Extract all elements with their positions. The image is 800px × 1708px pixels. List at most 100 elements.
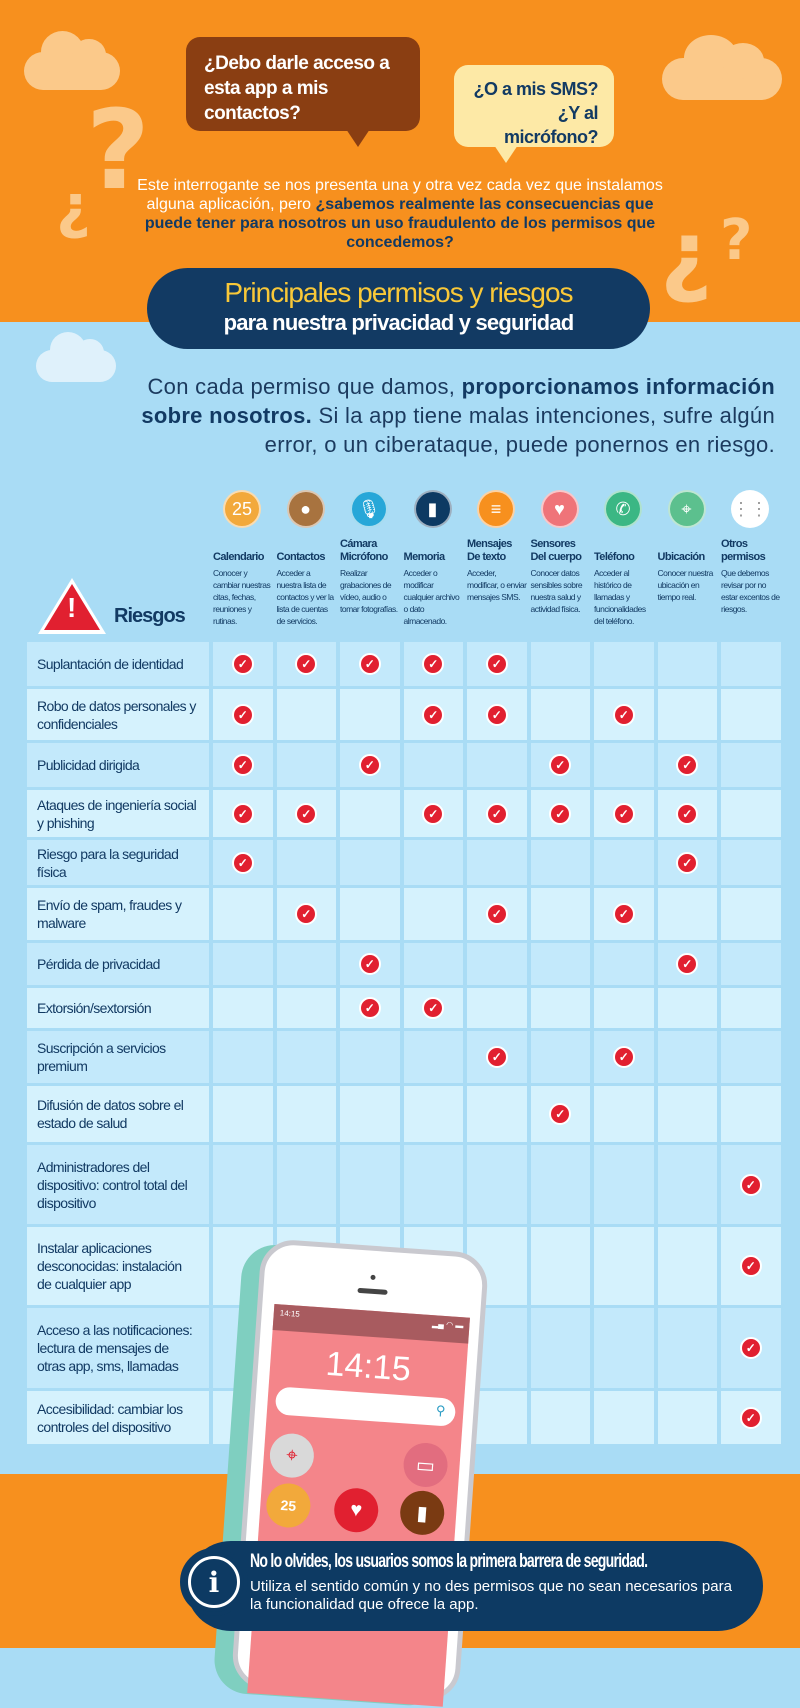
table-cell xyxy=(594,840,654,885)
table-cell xyxy=(467,1086,527,1142)
table-cell xyxy=(657,1031,717,1083)
check-icon: ✓ xyxy=(231,802,254,825)
table-cell xyxy=(403,1145,463,1224)
table-cell xyxy=(276,689,336,740)
table-cell: ✓ xyxy=(403,642,463,686)
table-cell: ✓ xyxy=(594,790,654,837)
phone-speaker xyxy=(357,1287,388,1295)
table-cell xyxy=(213,988,273,1028)
table-cell: ✓ xyxy=(721,1145,781,1224)
phone-clock: 14:15 xyxy=(324,1344,413,1389)
table-cell xyxy=(530,1308,590,1388)
table-cell xyxy=(213,943,273,985)
search-icon: ⚲ xyxy=(435,1402,446,1419)
contact-icon: ● xyxy=(286,490,325,528)
table-cell: ✓ xyxy=(721,1227,781,1305)
check-icon: ✓ xyxy=(676,953,699,975)
phone-search-bar[interactable]: ⚲ xyxy=(274,1386,457,1427)
table-cell xyxy=(721,1031,781,1083)
check-icon: ✓ xyxy=(612,903,635,925)
folder-app-icon: ▭ xyxy=(402,1441,450,1489)
risk-label: Riesgo para la seguridad física xyxy=(27,840,209,885)
check-icon: ✓ xyxy=(612,802,635,825)
check-icon: ✓ xyxy=(295,903,318,925)
table-cell xyxy=(467,840,527,885)
table-cell xyxy=(657,1391,717,1444)
cloud-icon xyxy=(36,332,116,382)
table-cell xyxy=(467,743,527,787)
table-cell: ✓ xyxy=(657,790,717,837)
table-cell xyxy=(213,888,273,940)
map-app-icon: ⌖ xyxy=(268,1432,316,1480)
table-cell xyxy=(594,1391,654,1444)
signal-wifi-battery-icon: ▂▄ ◠ ▬ xyxy=(431,1319,464,1331)
table-cell xyxy=(530,840,590,885)
table-cell: ✓ xyxy=(340,943,400,985)
risk-label: Suplantación de identidad xyxy=(27,642,209,686)
table-cell xyxy=(657,642,717,686)
table-cell xyxy=(467,988,527,1028)
table-cell: ✓ xyxy=(213,790,273,837)
table-cell: ✓ xyxy=(721,1308,781,1388)
check-icon: ✓ xyxy=(358,997,381,1019)
table-cell: ✓ xyxy=(213,743,273,787)
check-icon: ✓ xyxy=(549,802,572,825)
table-cell xyxy=(530,642,590,686)
risk-table: Suplantación de identidad ✓ ✓ ✓ ✓ ✓ Robo de da… xyxy=(27,642,783,1444)
table-cell: ✓ xyxy=(657,743,717,787)
column-description: Acceder al histórico de llamadas y funci… xyxy=(594,568,646,626)
table-cell xyxy=(721,888,781,940)
table-cell: ✓ xyxy=(403,790,463,837)
check-icon: ✓ xyxy=(739,1173,762,1196)
speech-bubble-contacts: ¿Debo darle acceso a esta app a mis cont… xyxy=(186,37,420,147)
table-cell xyxy=(340,790,400,837)
heart-app-icon: ♥ xyxy=(332,1486,380,1534)
table-cell xyxy=(276,988,336,1028)
table-cell xyxy=(721,689,781,740)
check-icon: ✓ xyxy=(485,653,508,675)
banner-headline: No lo olvides, los usuarios somos la pri… xyxy=(250,1551,648,1572)
table-cell xyxy=(403,943,463,985)
lead-paragraph: Con cada permiso que damos, proporcionam… xyxy=(110,372,775,459)
risk-label: Difusión de datos sobre el estado de sal… xyxy=(27,1086,209,1142)
table-cell xyxy=(340,689,400,740)
table-cell: ✓ xyxy=(721,1391,781,1444)
question-mark-icon: ? xyxy=(86,86,150,214)
check-icon: ✓ xyxy=(676,754,699,776)
column-description: Conocer y cambiar nuestras citas, fechas… xyxy=(213,568,271,626)
risk-label: Envío de spam, fraudes y malware xyxy=(27,888,209,940)
check-icon: ✓ xyxy=(295,802,318,825)
table-cell xyxy=(657,888,717,940)
table-cell xyxy=(403,888,463,940)
check-icon: ✓ xyxy=(422,653,445,675)
table-cell xyxy=(403,1086,463,1142)
table-cell xyxy=(721,840,781,885)
table-cell xyxy=(276,1145,336,1224)
table-cell: ✓ xyxy=(276,642,336,686)
phone-icon: ✆ xyxy=(604,490,642,528)
table-cell: ✓ xyxy=(530,790,590,837)
lead-text: Con cada permiso que damos, xyxy=(147,374,462,399)
table-cell xyxy=(213,1031,273,1083)
column-description: Acceder a nuestra lista de contactos y v… xyxy=(276,568,335,626)
table-cell: ✓ xyxy=(340,988,400,1028)
table-cell: ✓ xyxy=(467,790,527,837)
table-cell xyxy=(594,642,654,686)
column-name: Memoria xyxy=(403,551,446,563)
table-cell xyxy=(721,743,781,787)
risk-label: Instalar aplicaciones desconocidas: inst… xyxy=(27,1227,209,1305)
message-icon: ≡ xyxy=(477,490,515,528)
table-cell: ✓ xyxy=(594,888,654,940)
table-cell: ✓ xyxy=(530,743,590,787)
check-icon: ✓ xyxy=(485,703,508,726)
check-icon: ✓ xyxy=(485,1046,508,1068)
table-cell xyxy=(403,840,463,885)
table-cell xyxy=(530,1391,590,1444)
page-title: Principales permisos y riesgos xyxy=(224,277,573,308)
check-icon: ✓ xyxy=(612,703,635,726)
table-cell xyxy=(213,1145,273,1224)
table-cell xyxy=(403,1031,463,1083)
table-cell xyxy=(657,988,717,1028)
table-cell xyxy=(530,888,590,940)
table-cell: ✓ xyxy=(276,888,336,940)
